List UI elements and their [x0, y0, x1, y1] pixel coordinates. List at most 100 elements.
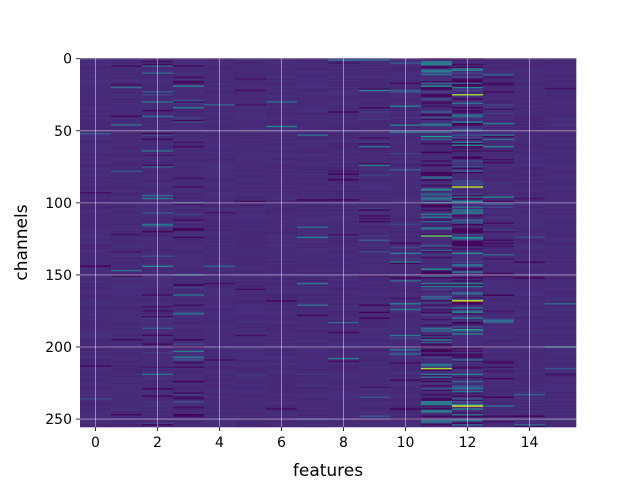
heatmap-cell: [359, 272, 391, 275]
heatmap-cell: [545, 399, 577, 402]
heatmap-cell: [235, 170, 267, 173]
heatmap-cell: [173, 402, 205, 405]
heatmap-cell: [359, 331, 391, 334]
heatmap-cell: [359, 383, 391, 386]
heatmap-cell: [421, 340, 453, 343]
heatmap-cell: [235, 251, 267, 253]
heatmap-cell: [545, 141, 577, 144]
heatmap-cell: [483, 196, 515, 199]
heatmap-cell: [483, 141, 515, 144]
heatmap-cell: [545, 356, 577, 359]
x-tick-label: 8: [339, 435, 348, 451]
heatmap-cell: [421, 94, 453, 96]
heatmap-cell: [483, 298, 515, 301]
heatmap-cell: [545, 412, 577, 415]
heatmap-cell: [421, 118, 453, 121]
heatmap-cell: [173, 82, 205, 85]
heatmap-cell: [111, 206, 143, 209]
heatmap-cell: [173, 125, 205, 128]
heatmap-cell: [421, 135, 453, 138]
heatmap-cell: [359, 96, 391, 99]
heatmap-cell: [421, 232, 453, 235]
heatmap-cell: [545, 367, 577, 370]
heatmap-cell: [111, 144, 143, 147]
heatmap-cell: [483, 350, 515, 353]
heatmap-cell: [545, 131, 577, 134]
heatmap-cell: [297, 392, 329, 395]
heatmap-cell: [421, 323, 453, 325]
heatmap-cell: [235, 307, 267, 310]
heatmap-cell: [545, 379, 577, 382]
heatmap-cell: [421, 363, 453, 366]
heatmap-cell: [111, 373, 143, 376]
heatmap-cell: [483, 145, 515, 148]
heatmap-cell: [297, 189, 329, 191]
heatmap-cell: [483, 246, 515, 249]
heatmap-cell: [235, 132, 267, 135]
heatmap-cell: [297, 340, 329, 343]
heatmap-cell: [173, 291, 205, 294]
heatmap-cell: [545, 76, 577, 79]
heatmap-cell: [235, 153, 267, 155]
heatmap-cell: [359, 352, 391, 354]
heatmap-cell: [421, 365, 453, 367]
heatmap-cell: [545, 297, 577, 300]
heatmap-cell: [421, 424, 453, 426]
heatmap-cell: [111, 65, 143, 67]
heatmap-cell: [173, 230, 205, 233]
heatmap-cell: [173, 219, 205, 222]
heatmap-cell: [111, 383, 143, 386]
heatmap-cell: [359, 359, 391, 361]
heatmap-cell: [173, 290, 205, 292]
heatmap-cell: [545, 173, 577, 176]
heatmap-cell: [111, 119, 143, 122]
heatmap-cell: [173, 367, 205, 370]
heatmap-cell: [235, 297, 267, 300]
heatmap-cell: [483, 389, 515, 392]
heatmap-cell: [297, 383, 329, 386]
heatmap-cell: [359, 356, 391, 359]
heatmap-cell: [111, 160, 143, 163]
heatmap-cell: [111, 249, 143, 252]
heatmap-cell: [235, 367, 267, 370]
heatmap-cell: [421, 127, 453, 129]
heatmap-cell: [545, 161, 577, 164]
heatmap-cell: [173, 324, 205, 327]
heatmap-cell: [111, 102, 143, 105]
heatmap-cell: [173, 316, 205, 318]
heatmap-cell: [545, 192, 577, 194]
heatmap-cell: [483, 425, 515, 428]
heatmap-cell: [545, 414, 577, 416]
heatmap-cell: [359, 350, 391, 353]
heatmap-cell: [359, 261, 391, 263]
heatmap-cell: [421, 99, 453, 102]
heatmap-cell: [111, 134, 143, 137]
heatmap-cell: [173, 369, 205, 372]
heatmap-cell: [359, 137, 391, 140]
heatmap-cell: [359, 341, 391, 344]
heatmap-cell: [235, 91, 267, 93]
heatmap-cell: [359, 402, 391, 405]
heatmap-cell: [235, 310, 267, 312]
heatmap-cell: [235, 112, 267, 115]
heatmap-cell: [173, 183, 205, 186]
heatmap-cell: [483, 347, 515, 350]
heatmap-cell: [173, 118, 205, 121]
heatmap-cell: [483, 331, 515, 334]
heatmap-cell: [483, 248, 515, 251]
heatmap-cell: [235, 105, 267, 108]
heatmap-cell: [545, 157, 577, 160]
heatmap-cell: [359, 220, 391, 223]
heatmap-cell: [235, 366, 267, 369]
heatmap-cell: [545, 320, 577, 323]
heatmap-cell: [173, 68, 205, 70]
heatmap-cell: [545, 212, 577, 214]
heatmap-cell: [421, 233, 453, 236]
heatmap-cell: [173, 265, 205, 268]
heatmap-cell: [545, 89, 577, 92]
heatmap-cell: [235, 390, 267, 393]
heatmap-cell: [111, 184, 143, 187]
heatmap-cell: [173, 59, 205, 62]
heatmap-cell: [173, 376, 205, 379]
heatmap-cell: [173, 83, 205, 86]
